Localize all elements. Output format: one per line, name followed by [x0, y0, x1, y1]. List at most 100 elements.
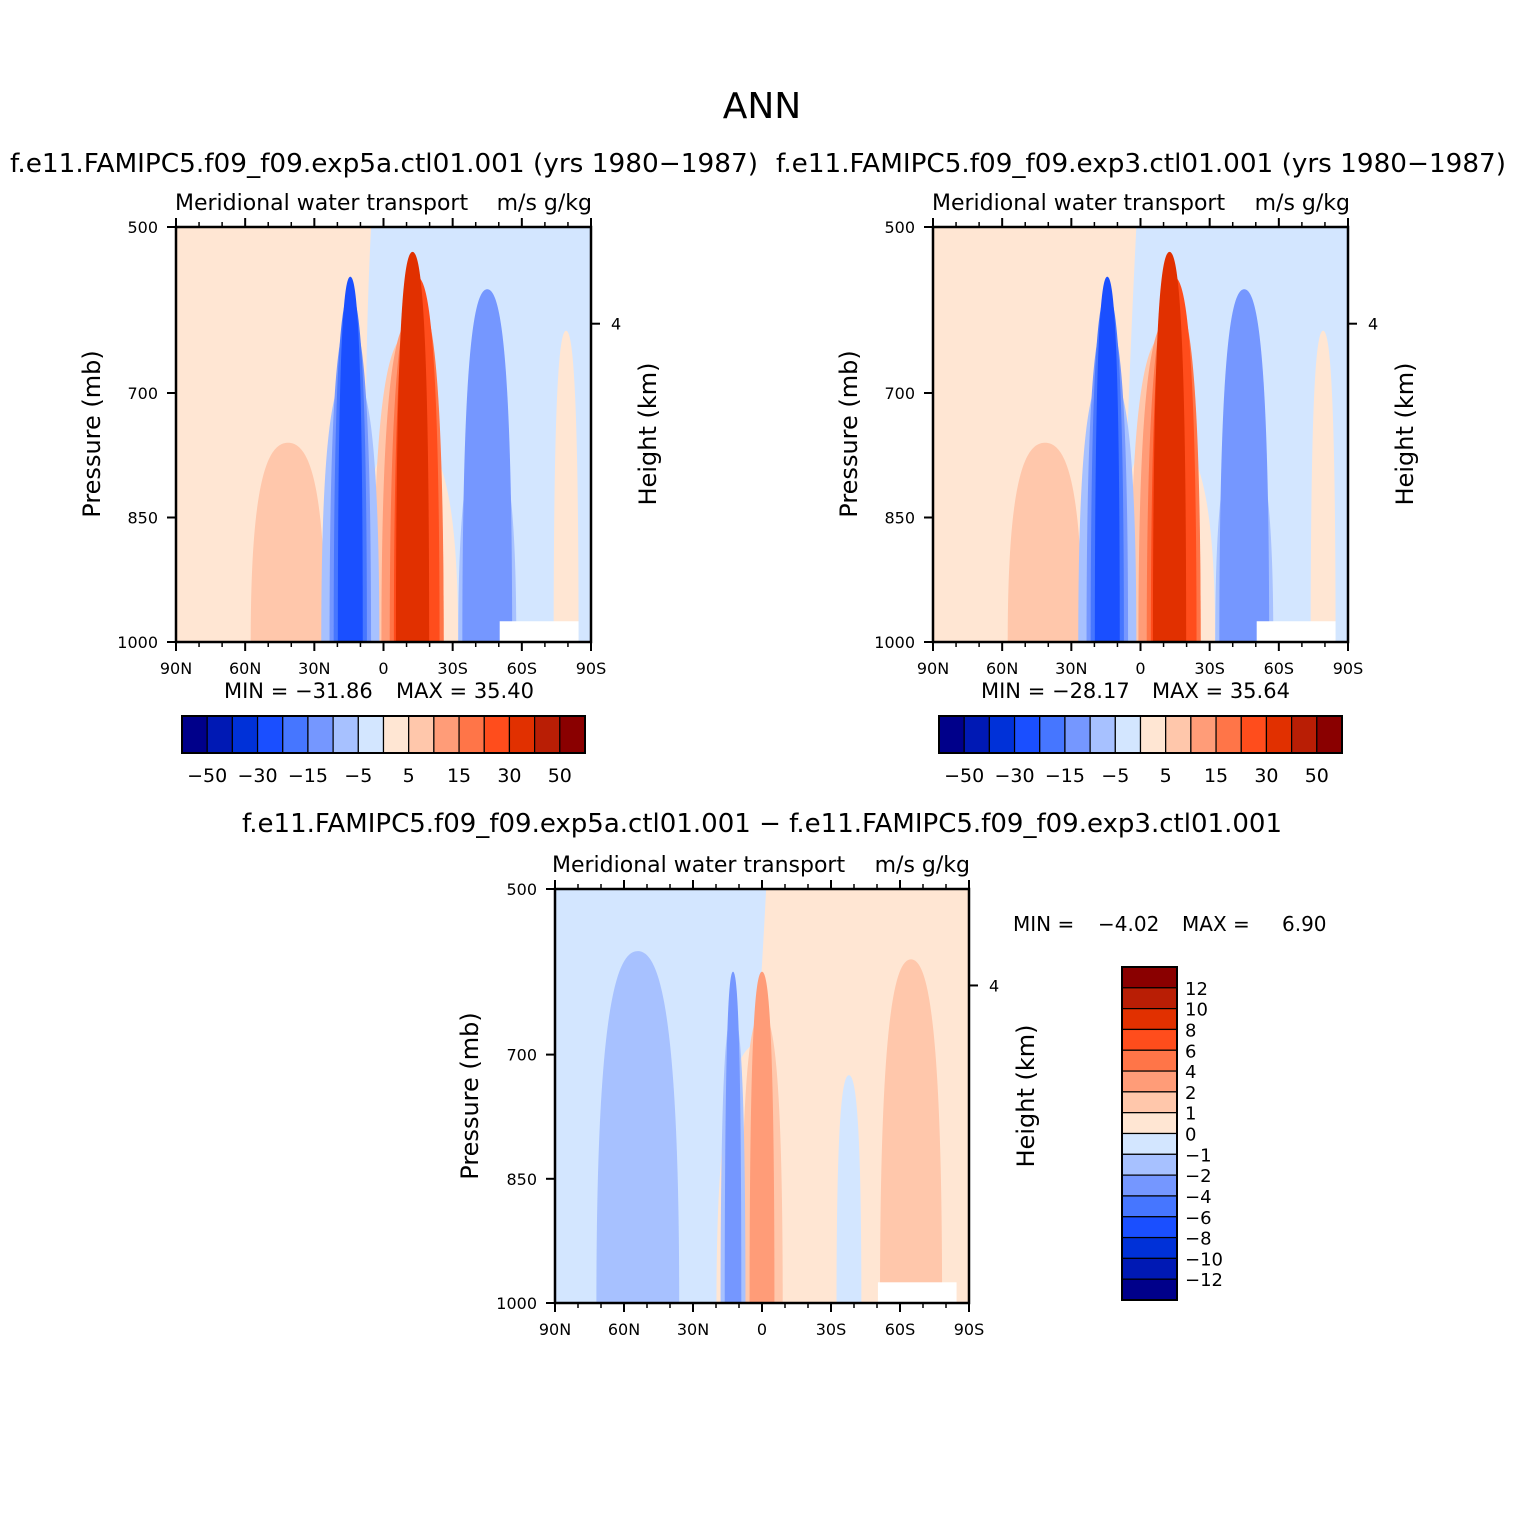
panel-3: 90N 60N 30N 0 30S 60S 90S 500 700 850 1000 4: [496, 880, 999, 1339]
panel-1-xtick-label: 90N: [160, 659, 192, 678]
panel-3-colorbar-swatch: [1121, 1132, 1178, 1155]
panel-1-colorbar-swatch: [408, 715, 435, 754]
panel-3-min-label: MIN =: [1013, 912, 1074, 936]
panel-1-colorbar-swatch: [433, 715, 460, 754]
panel-1-colorbar-swatch: [181, 715, 208, 754]
panel-2-colorbar: −50 −30 −15 −5 5 15 30 50: [938, 715, 1343, 787]
panel-1-colorbar-label: −5: [344, 765, 372, 787]
panel-1-ylabel: Pressure (mb): [78, 350, 106, 517]
panel-3-colorbar-swatch: [1121, 1049, 1178, 1072]
panel-1-colorbar-swatch: [559, 715, 586, 754]
panel-3-colorbar-label: 4: [1185, 1062, 1196, 1083]
panel-2-colorbar-swatch: [1240, 715, 1268, 754]
panel-1-colorbar-swatch: [483, 715, 511, 754]
panel-2-missing-data: [1256, 621, 1336, 642]
panel-1-colorbar-label: −15: [288, 765, 328, 787]
panel-2-xtick-label: 60N: [986, 659, 1018, 678]
panel-3-min-value: −4.02: [1098, 912, 1159, 936]
panel-2: 90N 60N 30N 0 30S 60S 90S 500 700 850 1000 4: [874, 218, 1378, 678]
panel-3-colorbar-label: −10: [1185, 1249, 1223, 1270]
panel-2-colorbar-label: −5: [1101, 765, 1129, 787]
panel-1-colorbar-swatch: [382, 715, 410, 754]
panel-3-missing-data: [877, 1282, 957, 1303]
panel-3-ylabel: Pressure (mb): [456, 1012, 484, 1179]
panel-3-contour-3: [749, 971, 775, 1303]
panel-1-contour-13: [553, 330, 579, 642]
panel-3-colorbar-swatch: [1121, 1028, 1178, 1051]
panel-1-y2label: Height (km): [634, 363, 662, 506]
panel-2-contour-6: [1152, 251, 1187, 642]
panel-1-colorbar-label: −30: [238, 765, 278, 787]
panel-1-colorbar-swatch: [332, 715, 359, 754]
panel-2-colorbar-label: 50: [1305, 765, 1329, 787]
panel-2-colorbar-swatch: [1190, 715, 1217, 754]
panel-2-y2label: Height (km): [1391, 363, 1419, 506]
panel-2-ylabel: Pressure (mb): [835, 350, 863, 517]
panel-3-colorbar-swatch: [1121, 1153, 1178, 1176]
panel-3-header: f.e11.FAMIPC5.f09_f09.exp5a.ctl01.001 − …: [242, 809, 1282, 839]
panel-1-contour-10: [337, 276, 363, 642]
panel-1-colorbar-swatch: [282, 715, 309, 754]
panel-2-colorbar-swatch: [1013, 715, 1041, 754]
panel-3-colorbar-swatch: [1121, 1216, 1178, 1239]
panel-2-colorbar-swatch: [1291, 715, 1318, 754]
panel-3-xtick-label: 90N: [539, 1320, 571, 1339]
panel-3-colorbar-label: −2: [1185, 1166, 1212, 1187]
panel-1-left-title: Meridional water transport: [175, 191, 468, 216]
panel-3-ytick-label: 1000: [496, 1294, 537, 1313]
panel-1: 90N 60N 30N 0 30S 60S 90S 500 700 850 1000 4: [117, 218, 621, 678]
panel-2-colorbar-label: −50: [944, 765, 984, 787]
panel-2-colorbar-label: −30: [995, 765, 1035, 787]
panel-3-colorbar-frame: [1121, 966, 1178, 1301]
panel-2-left-title: Meridional water transport: [932, 191, 1225, 216]
panel-3-colorbar-swatch: [1121, 966, 1178, 989]
panel-1-ytick-label: 1000: [117, 633, 158, 652]
panel-1-contour-field: [176, 227, 591, 642]
panel-3-colorbar-label: −4: [1185, 1187, 1212, 1208]
panel-1-xtick-label: 0: [378, 659, 388, 678]
panel-3-colorbar-swatch: [1121, 1091, 1178, 1114]
panel-1-min-label: MIN = −31.86: [224, 679, 373, 703]
panel-1-colorbar-swatch: [231, 715, 259, 754]
panel-1-colorbar-swatch: [307, 715, 334, 754]
panel-1-ytick-label: 850: [127, 509, 158, 528]
panel-2-contour-12: [1219, 289, 1270, 642]
panel-3-contour-6: [596, 951, 680, 1303]
panel-1-header: f.e11.FAMIPC5.f09_f09.exp5a.ctl01.001 (y…: [10, 149, 758, 179]
panel-2-colorbar-swatch: [988, 715, 1016, 754]
panel-2-colorbar-swatch: [1039, 715, 1066, 754]
panel-3-colorbar-label: 6: [1185, 1041, 1196, 1062]
panel-2-xtick-label: 60S: [1264, 659, 1295, 678]
panel-1-colorbar: −50 −30 −15 −5 5 15 30 50: [181, 715, 586, 787]
panel-3-colorbar-swatch: [1121, 1008, 1178, 1031]
panel-3-colorbar-label: 0: [1185, 1125, 1196, 1146]
panel-1-y2tick-label: 4: [611, 315, 621, 334]
panel-2-colorbar-swatch: [1089, 715, 1116, 754]
panel-2-colorbar-swatch: [963, 715, 990, 754]
panel-3-colorbar-label: 12: [1185, 979, 1208, 1000]
panel-1-colorbar-label: 15: [447, 765, 471, 787]
panel-3-colorbar-label: −8: [1185, 1229, 1212, 1250]
panel-2-colorbar-frame: [938, 715, 1343, 754]
panel-3-left-title: Meridional water transport: [552, 853, 845, 878]
panel-1-ytick-label: 700: [127, 384, 158, 403]
panel-2-colorbar-label: 30: [1254, 765, 1278, 787]
panel-3-colorbar-swatch: [1121, 1236, 1178, 1259]
panel-2-ytick-label: 1000: [874, 633, 915, 652]
panel-1-contour-0: [250, 442, 326, 642]
panel-2-xtick-label: 0: [1135, 659, 1145, 678]
panel-3-contour-8: [836, 1075, 862, 1303]
panel-2-contour-field: [933, 227, 1348, 642]
panel-2-colorbar-swatch: [1316, 715, 1343, 754]
panel-3-colorbar-label: 10: [1185, 1000, 1208, 1021]
panel-3-colorbar-label: −6: [1185, 1208, 1212, 1229]
panel-3-xtick-label: 30N: [677, 1320, 709, 1339]
panel-1-colorbar-swatch: [534, 715, 561, 754]
panel-3-colorbar-label: −1: [1185, 1145, 1212, 1166]
panel-3-xtick-label: 0: [757, 1320, 767, 1339]
panel-2-ytick-label: 700: [884, 384, 915, 403]
panel-2-y2tick-label: 4: [1368, 315, 1378, 334]
panel-2-contour-10: [1094, 276, 1120, 642]
panel-3-max-value: 6.90: [1282, 912, 1327, 936]
panel-2-colorbar-swatch: [938, 715, 965, 754]
